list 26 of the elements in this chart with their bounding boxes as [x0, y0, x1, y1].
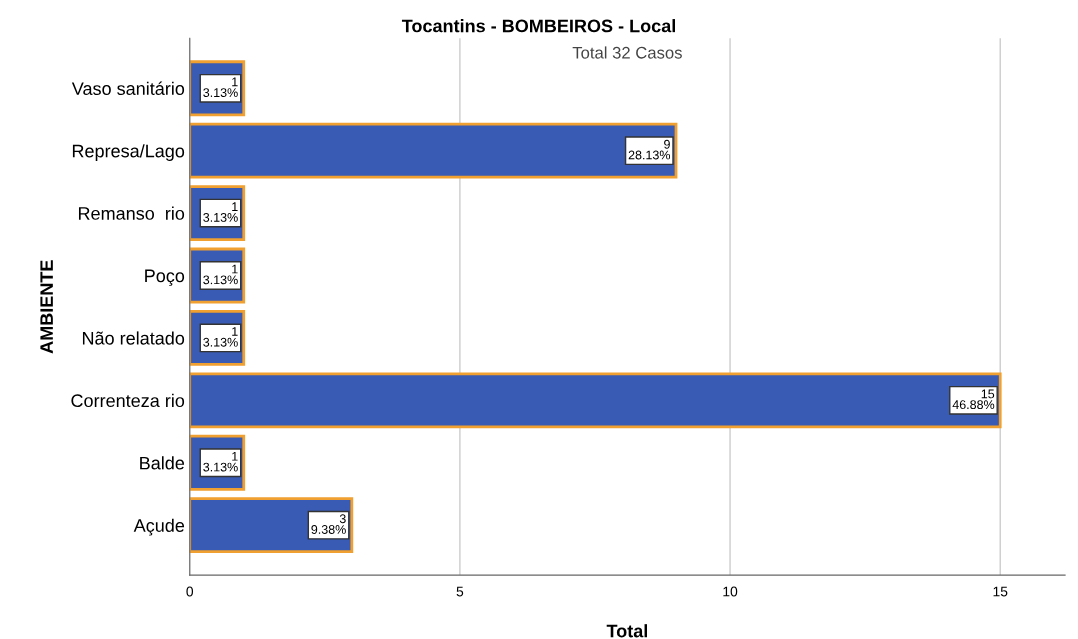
data-label: 1 3.13% [203, 264, 238, 285]
x-tick-label: 15 [993, 586, 1008, 597]
data-label: 1 3.13% [203, 202, 238, 222]
y-tick-label: Represa/Lago [72, 144, 185, 161]
chart-subtitle: Total 32 Casos [572, 46, 682, 59]
x-tick-label: 0 [186, 586, 194, 597]
x-tick-label: 5 [456, 586, 464, 597]
y-tick-label: Correnteza rio [71, 393, 185, 408]
bar [189, 122, 678, 179]
data-label: 15 46.88% [952, 389, 995, 410]
data-label: 1 3.13% [203, 452, 238, 472]
data-label: 3 9.38% [311, 514, 346, 534]
y-tick-label: Poço [145, 269, 185, 286]
y-axis-title: AMBIENTE [40, 260, 53, 354]
data-label: 1 3.13% [203, 77, 238, 97]
data-label: 9 28.13% [628, 139, 671, 160]
y-tick-label: Vaso sanitário [71, 81, 185, 95]
x-axis-title: Total [606, 624, 648, 638]
chart-title: Tocantins - BOMBEIROS - Local [401, 19, 675, 33]
y-tick-label: Remanso rio [78, 206, 185, 220]
data-label: 1 3.13% [203, 327, 238, 347]
y-tick-label: Não relatado [82, 331, 185, 345]
y-tick-label: Açude [133, 518, 185, 536]
y-tick-label: Balde [140, 456, 185, 470]
x-tick-label: 10 [723, 586, 738, 597]
bar [189, 372, 1002, 429]
